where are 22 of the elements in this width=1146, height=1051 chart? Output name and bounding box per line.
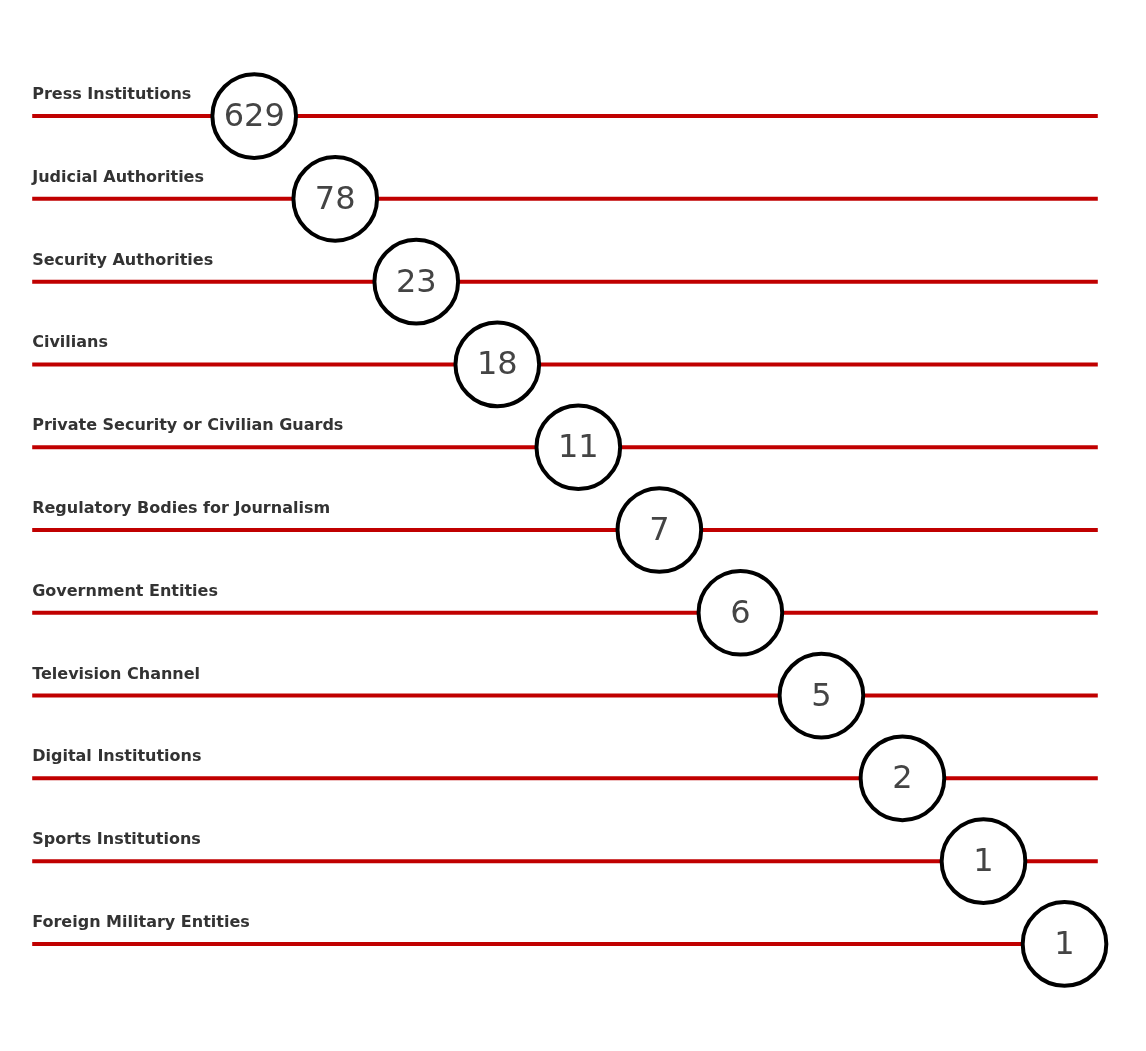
category-label: Security Authorities <box>32 249 214 269</box>
data-label: 23 <box>395 261 437 300</box>
data-label: 5 <box>811 675 832 714</box>
data-label: 78 <box>314 178 356 217</box>
category-label: Civilians <box>32 332 109 352</box>
data-label: 629 <box>223 96 285 135</box>
data-label: 18 <box>476 344 518 383</box>
category-label: Government Entities <box>32 580 218 600</box>
data-label: 11 <box>557 427 599 466</box>
category-label: Private Security or Civilian Guards <box>32 415 344 435</box>
category-label: Digital Institutions <box>32 746 202 766</box>
data-label: 6 <box>730 592 751 631</box>
category-label: Judicial Authorities <box>31 166 204 186</box>
data-label: 1 <box>973 841 994 880</box>
data-label: 7 <box>649 510 670 548</box>
data-label: 1 <box>1054 923 1075 962</box>
category-label: Television Channel <box>32 663 201 683</box>
category-label: Sports Institutions <box>32 829 201 849</box>
category-label: Foreign Military Entities <box>32 911 250 931</box>
category-label: Press Institutions <box>32 84 192 104</box>
data-label: 2 <box>892 758 913 797</box>
category-label: Regulatory Bodies for Journalism <box>32 498 331 517</box>
